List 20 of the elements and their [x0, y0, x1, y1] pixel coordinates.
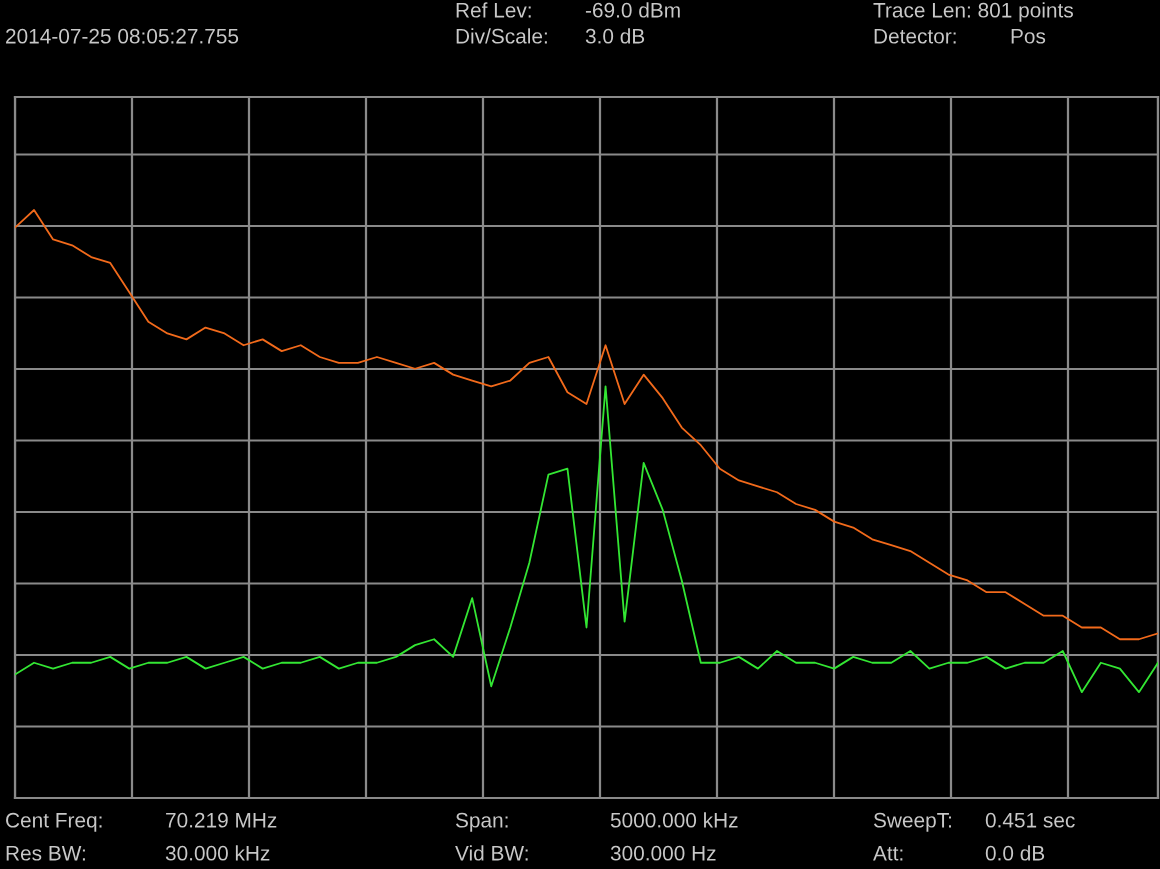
text: 0.451 sec [985, 812, 1075, 828]
text: Att: [873, 846, 903, 861]
text: 70.219 MHz [166, 812, 277, 828]
text: Trace Len: 801 points [873, 2, 1073, 22]
text: 300.000 Hz [610, 845, 716, 861]
text: Res BW: [6, 846, 85, 861]
text: 3.0 dB [585, 28, 645, 44]
text: 30.000 kHz [165, 845, 270, 861]
text: -69.0 dBm [585, 2, 680, 18]
text: Detector: [874, 29, 956, 44]
text: Span: [455, 812, 508, 832]
text: 5000.000 kHz [610, 812, 738, 828]
text: 2014-07-25 08:05:27.755 [6, 28, 239, 44]
text: Cent Freq: [6, 812, 102, 832]
text: Pos [1011, 29, 1046, 44]
text: Ref Lev: [456, 2, 531, 18]
text: 0.0 dB [985, 845, 1045, 861]
text: Vid BW: [455, 845, 528, 861]
text: SweepT: [873, 812, 951, 832]
text: Div/Scale: [456, 28, 547, 44]
